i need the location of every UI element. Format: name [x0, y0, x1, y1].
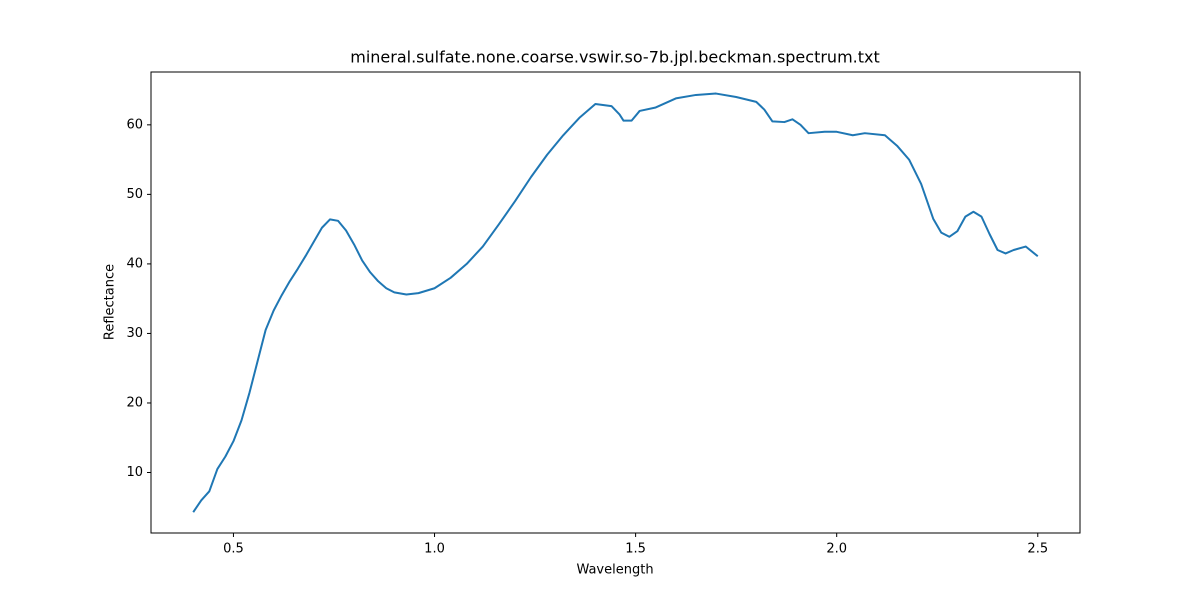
plot-area [150, 71, 1081, 534]
chart-title: mineral.sulfate.none.coarse.vswir.so-7b.… [350, 48, 880, 67]
y-tick-label: 20 [126, 395, 143, 410]
x-tick-label: 1.0 [424, 542, 445, 557]
y-tick-label: 50 [126, 187, 143, 202]
y-tick-label: 60 [126, 117, 143, 132]
y-axis-label: Reflectance [103, 264, 118, 340]
x-tick-label: 1.5 [625, 542, 646, 557]
y-tick-label: 10 [126, 465, 143, 480]
x-tick-label: 0.5 [223, 542, 244, 557]
line [192, 92, 1039, 513]
x-tick-label: 2.0 [826, 542, 847, 557]
x-axis-label: Wavelength [576, 563, 653, 578]
y-tick-label: 30 [126, 326, 143, 341]
x-tick-label: 2.5 [1027, 542, 1048, 557]
y-tick-label: 40 [126, 256, 143, 271]
